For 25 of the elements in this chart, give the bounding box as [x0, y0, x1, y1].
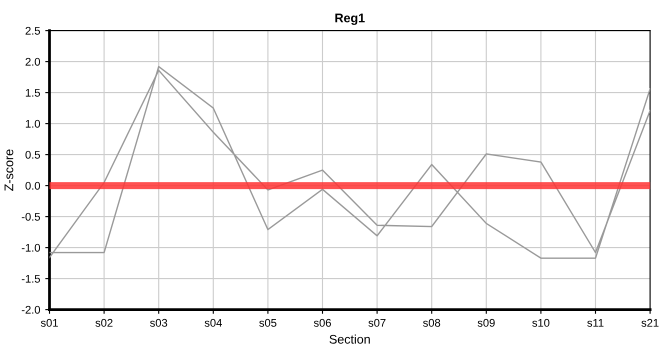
- x-tick-label: s05: [259, 318, 276, 327]
- x-tick-label: s01: [40, 318, 58, 327]
- x-tick-label: s21: [641, 318, 659, 327]
- x-tick-label: s09: [478, 318, 495, 327]
- y-tick-label: -1.5: [22, 274, 40, 283]
- y-tick-label: 0.5: [25, 150, 40, 159]
- y-tick-label: 1.5: [26, 88, 40, 97]
- y-tick-label: -1.0: [22, 244, 40, 252]
- y-axis-title: Z-score: [4, 149, 14, 191]
- y-tick-label: -2.0: [22, 306, 40, 314]
- y-tick-label: 0.0: [25, 182, 40, 190]
- x-tick-label: s08: [423, 318, 440, 327]
- chart-title: Reg1: [335, 14, 365, 25]
- x-tick-label: s07: [368, 318, 386, 327]
- x-tick-label: s02: [95, 318, 112, 327]
- x-tick-label: s04: [204, 318, 222, 327]
- x-tick-label: s11: [587, 319, 604, 327]
- x-axis-title: Section: [330, 334, 370, 344]
- x-tick-label: s03: [150, 318, 168, 327]
- y-tick-label: 1.0: [26, 120, 40, 128]
- y-tick-label: 2.0: [26, 58, 40, 66]
- x-tick-label: s06: [314, 318, 331, 327]
- x-tick-label: s10: [532, 318, 550, 327]
- y-tick-label: 2.5: [26, 26, 40, 35]
- y-tick-label: -0.5: [22, 212, 40, 221]
